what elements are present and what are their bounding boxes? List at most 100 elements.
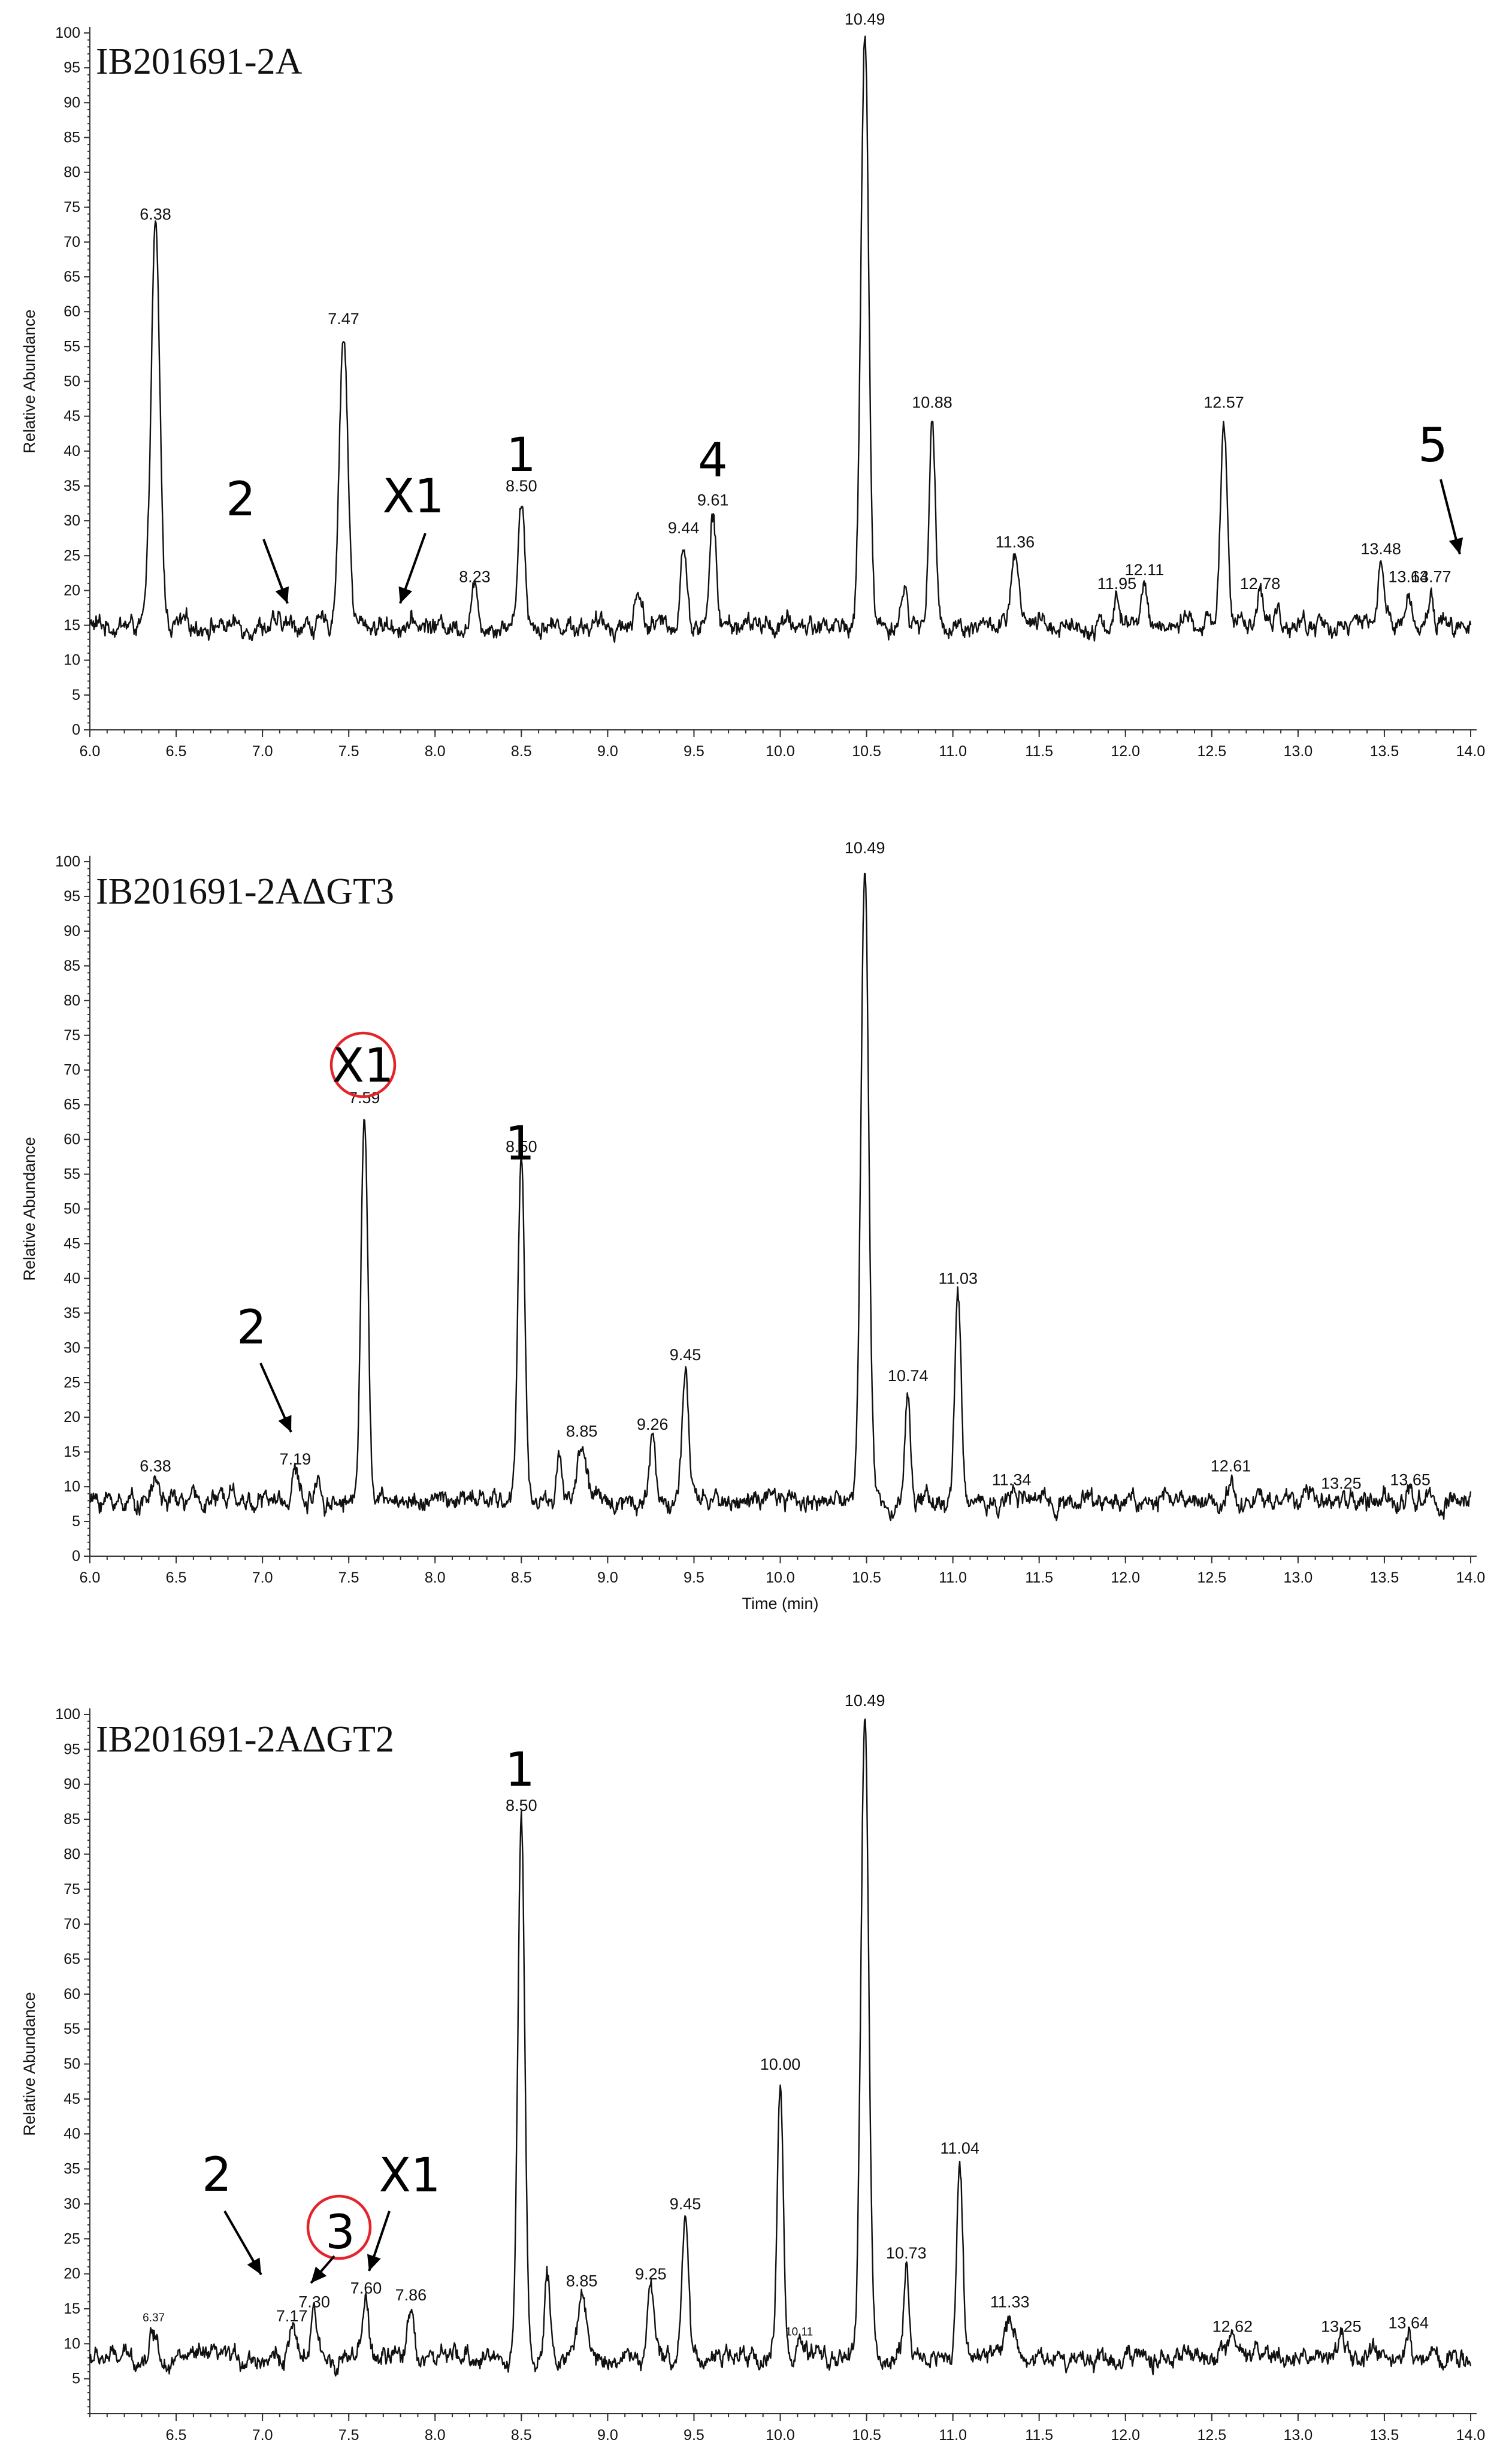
x-tick-label: 10.0 [766, 2427, 795, 2444]
x-tick-label: 14.0 [1456, 2427, 1486, 2444]
y-tick-label: 10 [63, 1478, 80, 1495]
y-tick-label: 25 [63, 547, 80, 564]
peak-label: 13.64 [1388, 2314, 1429, 2332]
x-tick-label: 6.5 [166, 1569, 187, 1586]
compound-annotation: 1 [505, 1743, 535, 1797]
y-tick-label: 30 [63, 512, 80, 529]
compound-annotation: 1 [505, 1117, 535, 1171]
x-tick-label: 13.5 [1370, 1569, 1399, 1586]
peak-label: 7.19 [280, 1450, 312, 1468]
x-tick-label: 12.0 [1111, 1569, 1140, 1586]
arrow-head [247, 2257, 261, 2275]
annotation-arrow [262, 539, 289, 604]
y-tick-label: 65 [63, 1950, 80, 1967]
y-tick-label: 60 [63, 1986, 80, 2003]
y-tick-label: 65 [63, 268, 80, 285]
x-tick-label: 12.5 [1197, 743, 1226, 760]
peak-label: 10.11 [785, 2326, 813, 2338]
x-tick-label: 13.5 [1370, 743, 1399, 760]
x-tick-label: 13.0 [1284, 743, 1313, 760]
y-tick-label: 55 [63, 1166, 80, 1183]
peak-label: 10.00 [760, 2055, 801, 2073]
y-axis-title: Relative Abundance [20, 1992, 38, 2136]
panel-title: IB201691-2AΔGT2 [96, 1719, 394, 1760]
panel-title: IB201691-2A [96, 41, 303, 82]
peak-label: 6.38 [140, 1457, 171, 1475]
y-tick-label: 65 [63, 1097, 80, 1113]
chromatogram-trace [89, 872, 1472, 1521]
y-tick-label: 80 [63, 992, 80, 1009]
peak-label: 8.50 [506, 477, 537, 495]
y-tick-label: 40 [63, 2125, 80, 2142]
x-tick-label: 11.5 [1025, 1569, 1053, 1586]
y-tick-label: 100 [55, 853, 80, 870]
chart-panel-2: IB201691-2AΔGT3 Relative Abundance 0 5 10 15 2… [20, 839, 1485, 1613]
y-tick-label: 100 [55, 25, 80, 41]
x-tick-label: 8.5 [511, 743, 532, 760]
y-tick-label: 10 [63, 652, 80, 669]
y-tick-label: 50 [63, 373, 80, 390]
y-tick-label: 90 [63, 94, 80, 111]
y-tick-label: 75 [63, 199, 80, 216]
compound-annotation: X1 [332, 1039, 394, 1093]
x-tick-label: 9.5 [684, 743, 704, 760]
x-tick-label: 7.0 [252, 2427, 273, 2444]
y-tick-label: 75 [63, 1027, 80, 1044]
x-tick-label: 10.5 [852, 1569, 881, 1586]
x-tick-label: 7.0 [252, 1569, 273, 1586]
peak-label: 10.49 [845, 10, 885, 28]
y-tick-label: 55 [63, 338, 80, 355]
x-tick-label: 6.5 [166, 743, 187, 760]
x-tick-label: 14.0 [1456, 743, 1486, 760]
x-tick-label: 8.5 [511, 1569, 532, 1586]
y-tick-label: 20 [63, 582, 80, 599]
y-tick-label: 35 [63, 1305, 80, 1321]
y-tick-label: 40 [63, 1270, 80, 1287]
peak-label: 6.37 [143, 2312, 165, 2324]
x-tick-label: 8.5 [511, 2427, 532, 2444]
peak-label: 10.49 [845, 839, 885, 857]
peak-label: 8.85 [566, 2272, 598, 2290]
x-tick-label: 9.0 [597, 1569, 618, 1586]
peak-label: 9.61 [697, 491, 729, 509]
x-tick-label: 13.0 [1284, 2427, 1313, 2444]
y-tick-label: 45 [63, 1235, 80, 1252]
compound-annotation: X1 [382, 470, 444, 524]
peak-label: 12.61 [1211, 1457, 1251, 1475]
peak-label: 11.04 [940, 2139, 979, 2157]
peak-label: 7.30 [298, 2293, 330, 2311]
y-tick-label: 85 [63, 958, 80, 974]
peak-label: 13.77 [1411, 567, 1451, 585]
y-tick-label: 100 [55, 1706, 80, 1723]
y-tick-label: 95 [63, 1741, 80, 1758]
x-tick-label: 7.0 [252, 743, 273, 760]
y-tick-label: 80 [63, 1846, 80, 1862]
peak-label: 11.03 [938, 1270, 978, 1288]
x-tick-label: 7.5 [338, 1569, 359, 1586]
peak-label: 6.38 [140, 206, 171, 224]
x-tick-label: 6.5 [166, 2427, 187, 2444]
x-tick-label: 6.0 [80, 1569, 101, 1586]
peak-label: 7.17 [276, 2307, 308, 2325]
highlight-circle [329, 1031, 397, 1098]
peak-label: 12.11 [1125, 561, 1165, 579]
y-tick-label: 95 [63, 888, 80, 905]
arrow-head [311, 2266, 327, 2283]
annotation-arrow [367, 2211, 391, 2272]
x-axis-title: Time (min) [742, 1595, 819, 1613]
x-tick-label: 8.0 [425, 1569, 446, 1586]
peak-label: 10.49 [845, 1692, 885, 1710]
x-tick-label: 12.5 [1197, 1569, 1226, 1586]
y-tick-label: 70 [63, 1916, 80, 1932]
y-tick-label: 60 [63, 303, 80, 320]
y-tick-label: 30 [63, 2196, 80, 2212]
y-axis-title: Relative Abundance [20, 309, 38, 453]
y-tick-label: 5 [72, 2371, 80, 2387]
peak-label: 8.23 [459, 567, 491, 585]
annotation-arrow [1440, 479, 1463, 555]
panel-title: IB201691-2AΔGT3 [96, 871, 394, 912]
x-tick-label: 13.0 [1284, 1569, 1313, 1586]
x-tick-label: 14.0 [1456, 1569, 1486, 1586]
